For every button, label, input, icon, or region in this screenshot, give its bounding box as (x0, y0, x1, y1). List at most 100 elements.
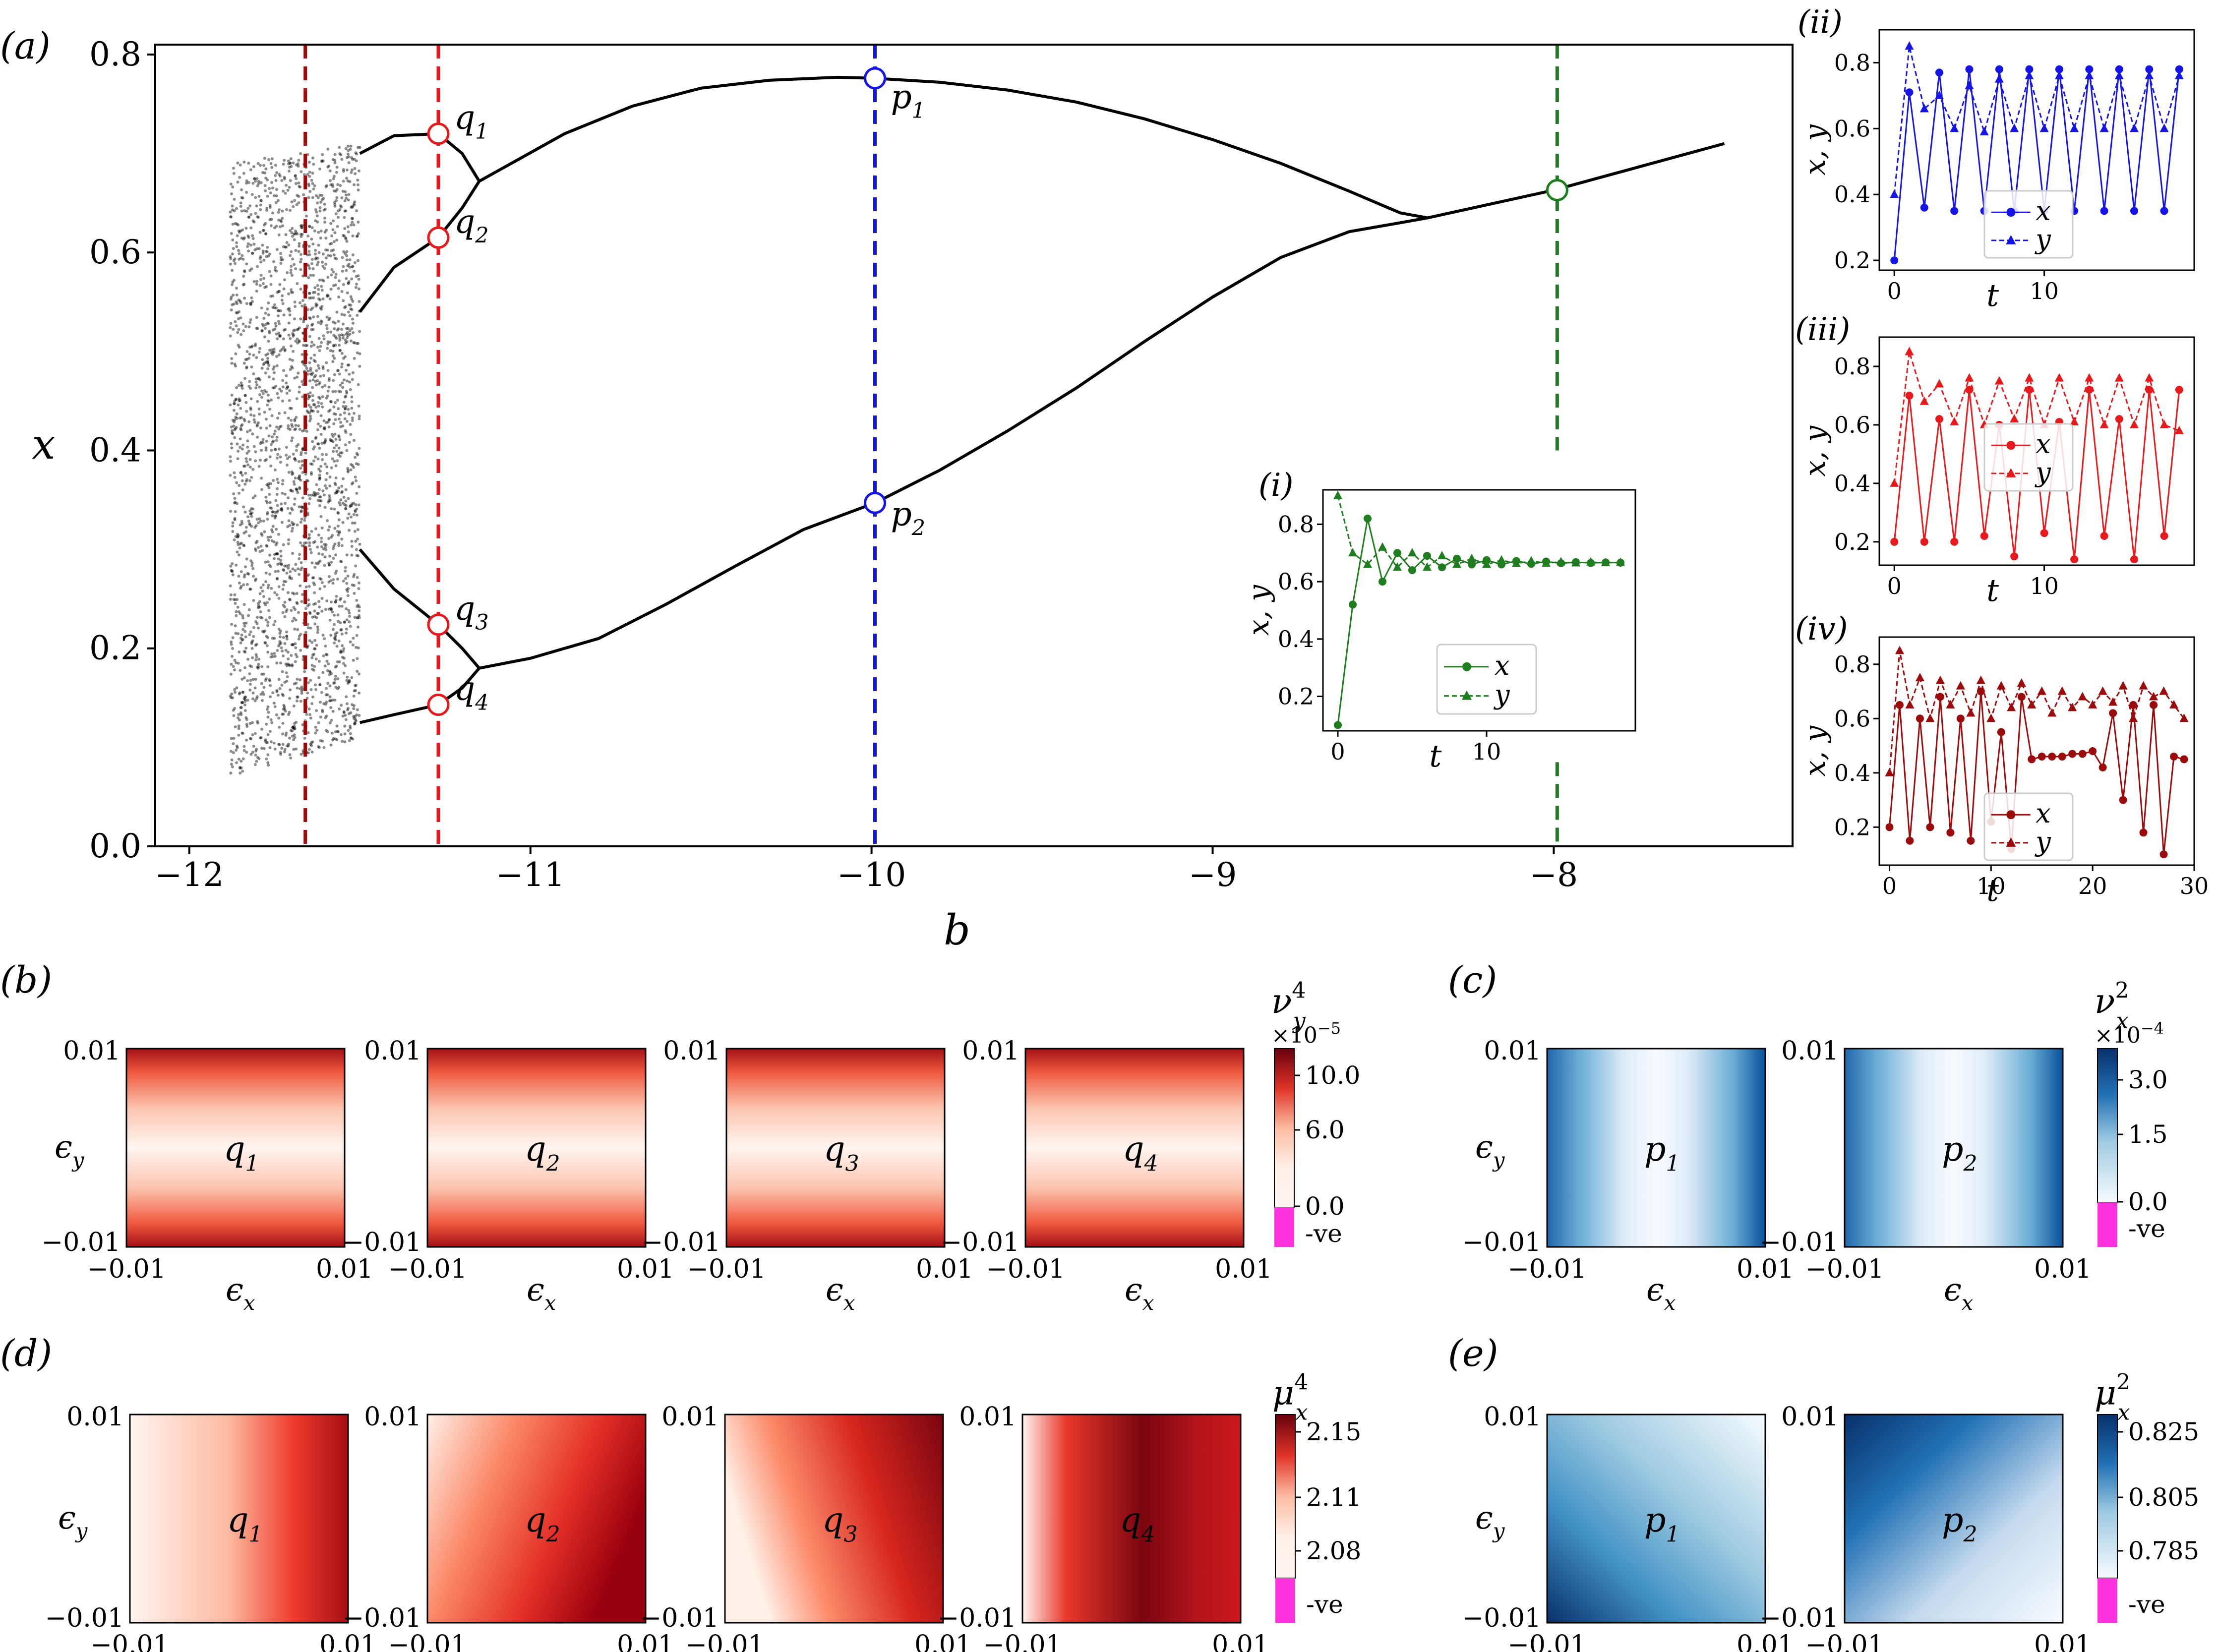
ytick-label: 0.2 (1834, 814, 1870, 840)
chaos-point (269, 162, 273, 165)
chaos-point (294, 653, 298, 656)
chaos-point (296, 677, 299, 681)
chaos-point (329, 349, 332, 353)
chaos-point (285, 564, 288, 568)
chaos-point (230, 357, 234, 360)
chaos-point (253, 248, 257, 251)
chaos-point (240, 520, 243, 523)
chaos-point (287, 159, 290, 163)
chaos-point (232, 259, 236, 262)
chaos-point (344, 395, 348, 398)
chaos-point (316, 196, 320, 199)
chaos-point (267, 158, 270, 161)
series-point-x (1895, 701, 1904, 709)
chaos-point (248, 688, 252, 692)
chaos-point (241, 443, 244, 447)
chaos-point (265, 458, 268, 461)
chaos-point (325, 472, 329, 475)
chaos-point (275, 435, 279, 439)
chaos-point (250, 641, 253, 644)
chaos-point (291, 425, 294, 428)
chaos-point (291, 729, 294, 733)
chaos-point (235, 416, 239, 420)
chaos-point (358, 714, 361, 717)
heatmap-label-q4: q4 (1123, 1130, 1158, 1176)
chaos-point (231, 647, 234, 650)
chaos-point (271, 530, 274, 533)
series-point-y (1919, 396, 1929, 405)
chaos-point (343, 417, 347, 420)
chaos-point (234, 415, 238, 419)
chaos-point (322, 419, 326, 422)
chaos-point (353, 261, 357, 264)
chaos-point (296, 699, 299, 703)
series-point-y (1482, 559, 1491, 568)
chaos-point (280, 646, 283, 649)
chaos-point (311, 440, 314, 443)
chaos-point (235, 386, 239, 389)
chaos-point (285, 679, 289, 683)
chaos-point (252, 372, 255, 375)
panel-label: (i) (1258, 467, 1293, 504)
chaos-point (342, 405, 345, 408)
chaos-point (291, 726, 295, 729)
chaos-point (355, 713, 359, 716)
chaos-point (261, 243, 264, 247)
chaos-point (340, 628, 343, 631)
chaos-point (334, 665, 337, 669)
chaos-point (240, 473, 244, 477)
chaos-point (328, 695, 332, 699)
chaos-point (344, 664, 347, 667)
chaos-point (292, 748, 296, 751)
chaos-point (300, 429, 304, 433)
chaos-point (274, 543, 278, 546)
chaos-point (290, 291, 293, 294)
chaos-point (332, 450, 335, 453)
chaos-point (240, 677, 244, 681)
chaos-point (263, 157, 266, 160)
series-point-x (2025, 386, 2034, 394)
chaos-point (237, 317, 240, 320)
chaos-point (246, 445, 249, 449)
chaos-point (241, 322, 245, 326)
chaos-point (354, 564, 358, 568)
series-point-y (2025, 373, 2034, 382)
chaos-point (237, 344, 240, 347)
chaos-point (273, 652, 276, 655)
chaos-point (273, 268, 277, 272)
chaos-point (334, 344, 337, 347)
chaos-point (352, 341, 356, 344)
chaos-point (230, 662, 233, 666)
chaos-point (290, 231, 294, 235)
chaos-point (344, 237, 348, 240)
chaos-point (325, 652, 328, 656)
chaos-point (317, 746, 321, 749)
chaos-point (244, 394, 247, 397)
chaos-point (342, 649, 345, 653)
chaos-point (349, 433, 353, 436)
chaos-point (271, 211, 274, 215)
chaos-point (264, 371, 267, 375)
chaos-point (290, 407, 293, 410)
chaos-point (295, 445, 299, 448)
series-point-y (1452, 559, 1461, 568)
chaos-point (282, 163, 285, 166)
chaos-point (342, 477, 345, 480)
chaos-point (291, 257, 295, 261)
chaos-point (319, 499, 323, 503)
chaos-point (256, 606, 260, 609)
chaos-point (278, 335, 282, 338)
chaos-point (242, 583, 245, 587)
chaos-point (281, 693, 284, 696)
chaos-point (353, 269, 356, 273)
chaos-point (244, 526, 248, 529)
chaos-point (329, 439, 333, 442)
chaos-point (230, 232, 233, 235)
chaos-point (268, 501, 272, 504)
chaos-point (291, 552, 295, 555)
chaos-point (341, 740, 344, 743)
chaos-point (318, 447, 321, 450)
xtick-label: 10 (1472, 738, 1501, 765)
chaos-point (345, 419, 349, 423)
chaos-point (318, 499, 322, 502)
